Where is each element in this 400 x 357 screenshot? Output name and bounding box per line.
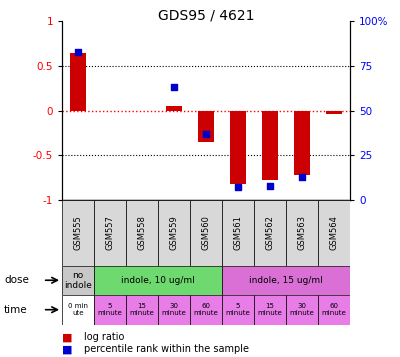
Text: indole, 15 ug/ml: indole, 15 ug/ml [249, 276, 323, 285]
Text: ■: ■ [62, 332, 72, 342]
Text: GSM563: GSM563 [298, 215, 306, 251]
Bar [222, 200, 254, 266]
Text: GSM555: GSM555 [74, 216, 82, 250]
Bar [70, 53, 86, 111]
Point [235, 185, 241, 190]
Bar [190, 200, 222, 266]
Bar [62, 295, 94, 325]
Bar [262, 111, 278, 180]
Text: 5
minute: 5 minute [226, 303, 250, 316]
Point [203, 131, 209, 137]
Point [75, 49, 81, 55]
Text: log ratio: log ratio [84, 332, 124, 342]
Bar [94, 266, 222, 295]
Text: dose: dose [4, 275, 29, 285]
Bar [126, 295, 158, 325]
Text: time: time [4, 305, 28, 315]
Bar [294, 111, 310, 175]
Text: 0 min
ute: 0 min ute [68, 303, 88, 316]
Text: 15
minute: 15 minute [130, 303, 154, 316]
Point [171, 85, 177, 90]
Bar [222, 266, 350, 295]
Text: GSM559: GSM559 [170, 216, 178, 250]
Bar [94, 200, 126, 266]
Text: 60
minute: 60 minute [194, 303, 218, 316]
Text: GSM560: GSM560 [202, 216, 210, 250]
Bar [230, 111, 246, 184]
Text: GSM558: GSM558 [138, 216, 146, 250]
Bar [198, 111, 214, 142]
Bar [318, 200, 350, 266]
Text: 15
minute: 15 minute [258, 303, 282, 316]
Text: ■: ■ [62, 344, 72, 354]
Bar [62, 266, 94, 295]
Point [267, 183, 273, 188]
Bar [286, 200, 318, 266]
Text: GDS95 / 4621: GDS95 / 4621 [158, 9, 254, 23]
Bar [158, 295, 190, 325]
Bar [286, 295, 318, 325]
Bar [190, 295, 222, 325]
Text: percentile rank within the sample: percentile rank within the sample [84, 344, 249, 354]
Bar [166, 106, 182, 111]
Bar [126, 200, 158, 266]
Text: GSM564: GSM564 [330, 216, 338, 250]
Text: no
indole: no indole [64, 271, 92, 290]
Text: 5
minute: 5 minute [98, 303, 122, 316]
Text: GSM557: GSM557 [106, 216, 114, 250]
Bar [222, 295, 254, 325]
Bar [254, 295, 286, 325]
Text: 30
minute: 30 minute [290, 303, 314, 316]
Text: 30
minute: 30 minute [162, 303, 186, 316]
Text: 60
minute: 60 minute [322, 303, 346, 316]
Bar [62, 200, 94, 266]
Bar [158, 200, 190, 266]
Bar [326, 111, 342, 114]
Bar [318, 295, 350, 325]
Bar [254, 200, 286, 266]
Text: indole, 10 ug/ml: indole, 10 ug/ml [121, 276, 195, 285]
Text: GSM561: GSM561 [234, 216, 242, 250]
Text: GSM562: GSM562 [266, 216, 274, 250]
Point [299, 174, 305, 180]
Bar [94, 295, 126, 325]
